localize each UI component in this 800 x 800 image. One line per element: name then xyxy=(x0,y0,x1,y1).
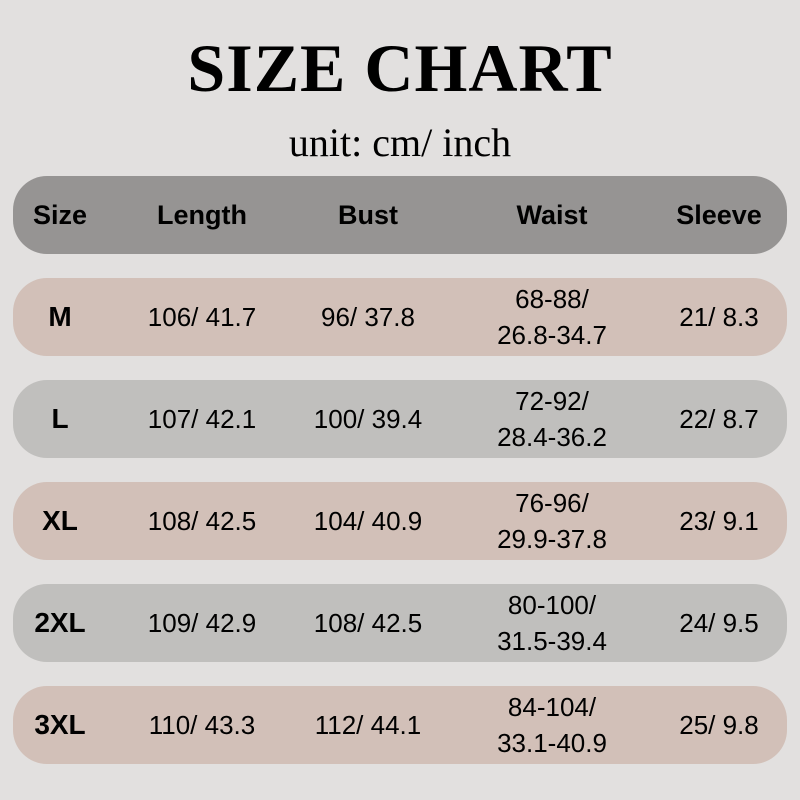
header-length: Length xyxy=(157,200,247,230)
cell-sleeve: 25/ 9.8 xyxy=(679,710,759,740)
cell-sleeve: 23/ 9.1 xyxy=(679,506,759,536)
header-sleeve: Sleeve xyxy=(676,200,762,230)
cell-waist: 68-88/26.8-34.7 xyxy=(467,278,637,356)
cell-length: 106/ 41.7 xyxy=(147,302,257,332)
cell-sleeve: 22/ 8.7 xyxy=(679,404,759,434)
cell-waist: 80-100/31.5-39.4 xyxy=(467,584,637,662)
cell-length: 108/ 42.5 xyxy=(147,506,257,536)
cell-waist: 76-96/29.9-37.8 xyxy=(467,482,637,560)
cell-waist-inch: 28.4-36.2 xyxy=(497,422,607,452)
cell-size: M xyxy=(48,301,72,332)
cell-bust: 108/ 42.5 xyxy=(313,608,423,638)
cell-waist: 84-104/33.1-40.9 xyxy=(467,686,637,764)
table-row: L 107/ 42.1 100/ 39.4 72-92/28.4-36.2 22/ 8.… xyxy=(13,380,787,458)
cell-size: XL xyxy=(42,505,78,536)
unit-label: unit: cm/ inch xyxy=(288,120,512,165)
cell-waist-cm: 68-88/ xyxy=(515,284,589,314)
cell-length: 109/ 42.9 xyxy=(147,608,257,638)
table-row: M 106/ 41.7 96/ 37.8 68-88/26.8-34.7 21/ 8.3 xyxy=(13,278,787,356)
cell-size: L xyxy=(51,403,69,434)
table-row: 2XL 109/ 42.9 108/ 42.5 80-100/31.5-39.4 24/… xyxy=(13,584,787,662)
header-bust: Bust xyxy=(338,200,398,230)
cell-waist-inch: 26.8-34.7 xyxy=(497,320,607,350)
cell-waist-inch: 29.9-37.8 xyxy=(497,524,607,554)
cell-length: 110/ 43.3 xyxy=(148,710,256,740)
cell-bust: 104/ 40.9 xyxy=(313,506,423,536)
cell-size: 3XL xyxy=(34,709,86,740)
table-header: Size Length Bust Waist Sleeve xyxy=(13,176,787,254)
cell-bust: 96/ 37.8 xyxy=(321,302,415,332)
cell-waist-inch: 33.1-40.9 xyxy=(497,728,607,758)
cell-waist-cm: 80-100/ xyxy=(507,590,597,620)
cell-bust: 100/ 39.4 xyxy=(313,404,423,434)
header-waist: Waist xyxy=(516,200,588,230)
page-title: SIZE CHART xyxy=(187,30,613,106)
cell-waist-inch: 31.5-39.4 xyxy=(497,626,607,656)
cell-waist-cm: 76-96/ xyxy=(515,488,589,518)
table-row: 3XL 110/ 43.3 112/ 44.1 84-104/33.1-40.9 25/… xyxy=(13,686,787,764)
cell-size: 2XL xyxy=(34,607,86,638)
cell-bust: 112/ 44.1 xyxy=(314,710,422,740)
header-size: Size xyxy=(32,200,88,230)
cell-sleeve: 24/ 9.5 xyxy=(679,608,759,638)
cell-waist: 72-92/28.4-36.2 xyxy=(467,380,637,458)
cell-sleeve: 21/ 8.3 xyxy=(679,302,759,332)
cell-waist-cm: 72-92/ xyxy=(515,386,589,416)
cell-length: 107/ 42.1 xyxy=(147,404,257,434)
cell-waist-cm: 84-104/ xyxy=(507,692,597,722)
table-row: XL 108/ 42.5 104/ 40.9 76-96/29.9-37.8 23/ 9… xyxy=(13,482,787,560)
